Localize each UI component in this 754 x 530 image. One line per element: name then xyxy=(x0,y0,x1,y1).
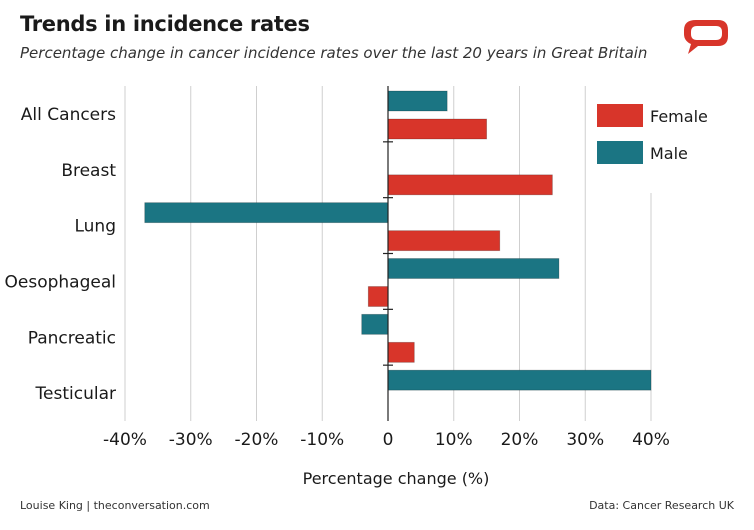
category-label: Lung xyxy=(74,217,116,237)
zero-axis xyxy=(383,86,393,421)
footer-source: Data: Cancer Research UK xyxy=(589,499,734,512)
bar-male xyxy=(144,202,389,224)
bars xyxy=(144,90,652,391)
bar-male xyxy=(387,258,560,279)
chart-title: Trends in incidence rates xyxy=(20,12,310,36)
x-tick-label: 0 xyxy=(383,430,394,450)
legend-swatch-female xyxy=(597,104,643,127)
category-label: Breast xyxy=(61,161,116,181)
legend: Female Male xyxy=(597,104,708,164)
bar-male xyxy=(361,313,389,335)
legend-label-male: Male xyxy=(650,144,688,163)
bar-male xyxy=(387,90,448,112)
x-axis-title: Percentage change (%) xyxy=(303,469,490,488)
speech-bubble-logo-icon xyxy=(684,20,728,54)
x-tick-label: 30% xyxy=(566,430,604,450)
category-label: Pancreatic xyxy=(28,328,116,348)
category-label: Testicular xyxy=(35,384,116,404)
x-tick-label: -40% xyxy=(103,430,147,450)
x-tick-label: -30% xyxy=(169,430,213,450)
category-label: All Cancers xyxy=(21,105,116,125)
bar-female xyxy=(387,341,415,363)
logo-bubble-shape xyxy=(684,20,728,54)
category-label: Oesophageal xyxy=(5,272,116,292)
legend-swatch-male xyxy=(597,141,643,164)
legend-label-female: Female xyxy=(650,107,708,126)
bar-female xyxy=(387,174,553,196)
bar-male xyxy=(387,369,652,391)
bar-female xyxy=(387,118,488,140)
x-tick-label: 20% xyxy=(501,430,539,450)
x-tick-label: 10% xyxy=(435,430,473,450)
x-tick-labels: -40% -30% -20% -10% 0 10% 20% 30% 40% xyxy=(103,430,670,450)
x-tick-label: 40% xyxy=(632,430,670,450)
bar-female xyxy=(387,230,501,252)
category-labels: All Cancers Breast Lung Oesophageal Pancreat… xyxy=(5,105,117,404)
bar-female xyxy=(367,286,389,307)
footer-credit: Louise King | theconversation.com xyxy=(20,499,210,512)
x-tick-label: -10% xyxy=(300,430,344,450)
x-tick-label: -20% xyxy=(235,430,279,450)
chart-subtitle: Percentage change in cancer incidence ra… xyxy=(20,44,648,62)
